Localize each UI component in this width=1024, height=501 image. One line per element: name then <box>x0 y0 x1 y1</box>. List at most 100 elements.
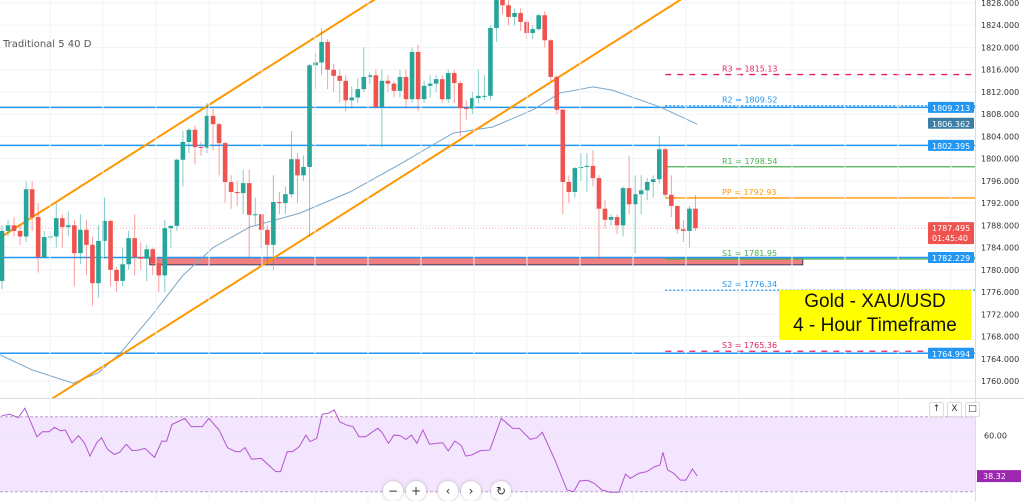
candle <box>476 69 481 104</box>
candle-body <box>409 51 415 100</box>
candle-body <box>578 166 584 169</box>
price-level-label-box <box>928 347 974 359</box>
candle-body <box>530 29 535 34</box>
candle-body <box>367 75 373 77</box>
candle-body <box>451 73 457 84</box>
candle <box>415 44 421 112</box>
candle <box>41 230 47 259</box>
candle <box>35 203 41 273</box>
last-price-label-box <box>928 222 974 245</box>
channel-trendline <box>51 0 682 398</box>
price-level-label: 1782.229 <box>932 254 970 263</box>
scroll-right-icon[interactable]: › <box>461 481 481 501</box>
candle-body <box>331 69 336 76</box>
candle <box>451 69 457 104</box>
candle-body <box>216 124 222 144</box>
candle-body <box>681 229 686 231</box>
price-tick-label: 1760.000 <box>981 377 1019 386</box>
candle-body <box>53 218 59 237</box>
candle <box>439 75 445 104</box>
price-level-label: 1806.362 <box>932 120 970 129</box>
rsi-band <box>0 416 975 492</box>
candle-body <box>102 220 107 241</box>
candle <box>373 69 379 109</box>
candle <box>5 219 11 237</box>
candle <box>325 39 330 90</box>
candle <box>602 200 608 229</box>
price-tick-label: 1800.000 <box>981 155 1019 164</box>
candle-body <box>325 41 330 70</box>
candle <box>675 205 680 234</box>
pivot-label: R3 = 1815.13 <box>722 65 778 74</box>
candle <box>421 80 427 104</box>
price-level-label-group: 1764.994 <box>928 347 974 359</box>
candle-body <box>114 269 119 281</box>
price-level-label: 1764.994 <box>932 350 970 359</box>
candle <box>66 211 71 237</box>
candle <box>464 100 469 120</box>
candle-body <box>385 80 391 84</box>
zoom-out-icon[interactable]: − <box>383 481 403 501</box>
candle-body <box>162 228 168 276</box>
candle-body <box>596 178 602 209</box>
candle <box>367 72 373 84</box>
rsi-value-label: 38.32 <box>983 472 1006 481</box>
candle-body <box>590 165 596 179</box>
price-level-label-box <box>928 139 974 151</box>
candle-body <box>669 194 674 206</box>
pivot-indicator-label[interactable]: Traditional 5 40 D <box>3 39 92 50</box>
candle <box>470 91 475 115</box>
zoom-in-icon[interactable]: + <box>406 481 426 501</box>
candle-body <box>96 240 101 284</box>
candle <box>246 169 252 259</box>
candle-body <box>198 146 204 148</box>
candle-body <box>204 115 210 148</box>
candle <box>650 175 656 198</box>
candle <box>96 225 101 298</box>
candle <box>518 8 523 31</box>
candle <box>108 219 113 287</box>
price-tick-label: 1792.000 <box>981 199 1019 208</box>
candle <box>445 69 451 104</box>
candle <box>162 219 168 293</box>
candle <box>554 75 560 115</box>
price-level-label-group: 1802.395 <box>928 139 974 151</box>
candle-body <box>90 244 95 284</box>
candle-body <box>391 83 397 91</box>
scroll-left-icon[interactable]: ‹ <box>438 481 458 501</box>
candle <box>258 214 264 248</box>
candle-body <box>476 95 481 99</box>
candle-body <box>174 159 180 226</box>
candle-body <box>403 76 409 100</box>
rsi-line <box>1 407 698 493</box>
candle <box>379 69 385 148</box>
candle <box>355 78 361 104</box>
candle-body <box>66 225 71 228</box>
candle <box>53 203 59 248</box>
arrow-up-icon[interactable]: ↑ <box>929 402 944 417</box>
candle-body <box>361 76 367 90</box>
price-tick-label: 1788.000 <box>981 221 1019 230</box>
close-icon[interactable]: X <box>947 402 962 417</box>
reset-icon[interactable]: ↻ <box>491 481 511 501</box>
candle-body <box>60 218 65 228</box>
maximize-icon[interactable]: □ <box>965 402 980 417</box>
rsi-tick-label: 60.00 <box>984 431 1007 440</box>
candle <box>222 141 228 204</box>
channel-trendline <box>0 0 376 239</box>
candle <box>114 267 119 293</box>
candle-body <box>560 109 566 182</box>
candle-body <box>150 249 156 264</box>
candle-body <box>482 95 487 97</box>
candle-body <box>379 80 385 107</box>
candle-body <box>554 76 560 110</box>
candle <box>301 155 306 181</box>
pivot-label: PP = 1792.93 <box>722 188 777 197</box>
candle <box>681 219 686 243</box>
candle-body <box>35 217 41 258</box>
candle <box>216 122 222 176</box>
chart-title-box: Gold - XAU/USD 4 - Hour Timeframe <box>779 290 971 340</box>
candle <box>409 47 415 104</box>
